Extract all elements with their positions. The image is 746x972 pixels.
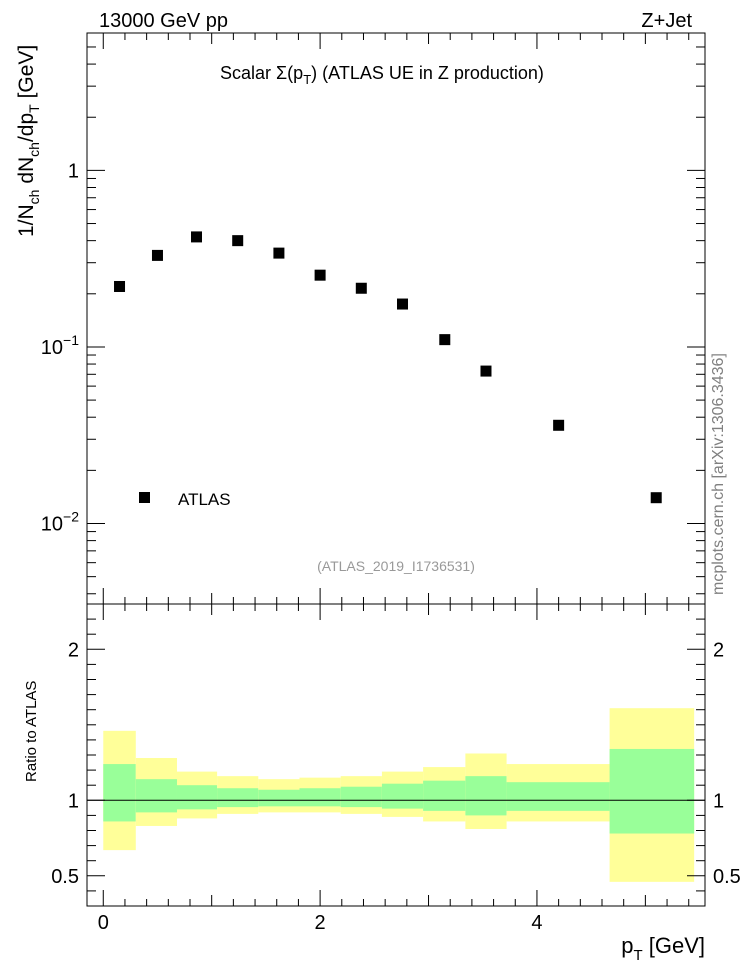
data-point <box>355 282 367 294</box>
y-tick-label: 0.5 <box>713 866 741 888</box>
y-tick-label: 0.5 <box>51 866 79 888</box>
x-axis-label: pT [GeV] <box>621 933 705 964</box>
inner-band <box>465 776 507 816</box>
analysis-id: (ATLAS_2019_I1736531) <box>317 558 475 574</box>
y-tick-label: 1 <box>68 790 79 812</box>
legend-marker <box>139 492 150 503</box>
y-tick-label: 2 <box>68 639 79 661</box>
inner-band <box>381 783 424 809</box>
top-y-axis-label: 1/Nch dNch/dpT [GeV] <box>15 45 42 237</box>
y-tick-label: 1 <box>68 160 79 182</box>
inner-band <box>299 788 341 807</box>
data-point <box>553 419 565 431</box>
bottom-axis-ticks: 0.5 0.5 1 1 2 2 0 2 4 <box>51 604 741 934</box>
y-tick-label: 1 <box>713 790 724 812</box>
y-tick-label: 10−1 <box>41 332 79 359</box>
inner-band <box>609 748 695 834</box>
inner-band <box>506 782 610 811</box>
inner-band <box>176 785 218 810</box>
legend-label: ATLAS <box>178 490 231 509</box>
plot-title: Scalar Σ(pT) (ATLAS UE in Z production) <box>220 63 544 87</box>
data-points <box>114 231 662 504</box>
data-point <box>273 247 285 259</box>
inner-band <box>423 780 466 811</box>
x-tick-label: 2 <box>315 912 326 934</box>
header-left: 13000 GeV pp <box>99 10 228 32</box>
inner-band <box>258 789 300 807</box>
uncertainty-bands <box>103 708 695 882</box>
top-axis-ticks: 10−2 10−1 1 <box>41 32 705 604</box>
y-tick-label: 2 <box>713 639 724 661</box>
x-tick-label: 4 <box>531 912 542 934</box>
inner-band <box>217 788 259 808</box>
data-point <box>151 249 163 261</box>
data-point <box>232 235 244 247</box>
inner-band <box>135 779 177 813</box>
y-tick-label: 10−2 <box>41 509 79 536</box>
bottom-y-axis-label: Ratio to ATLAS <box>23 681 40 782</box>
side-label: mcplots.cern.ch [arXiv:1306.3436] <box>710 353 727 595</box>
x-tick-label: 0 <box>98 912 109 934</box>
header-right: Z+Jet <box>641 10 692 32</box>
data-point <box>480 365 492 377</box>
data-point <box>397 298 409 310</box>
inner-band <box>340 786 382 808</box>
data-point <box>650 492 662 504</box>
inner-band <box>103 764 136 822</box>
data-point <box>314 269 326 281</box>
data-point <box>191 231 203 243</box>
data-point <box>114 280 126 292</box>
data-point <box>439 334 451 346</box>
top-panel-frame <box>86 32 706 605</box>
